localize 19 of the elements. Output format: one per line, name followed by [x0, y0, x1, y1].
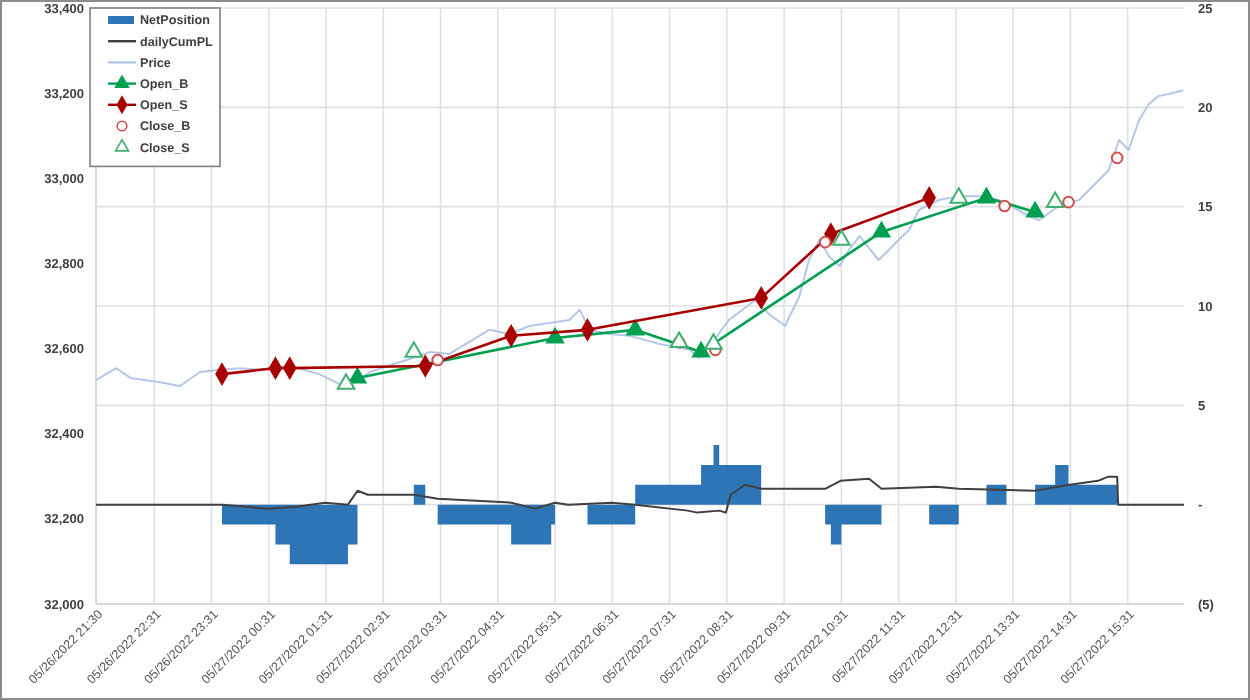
point: [832, 229, 851, 246]
point: [998, 199, 1011, 213]
point: [348, 367, 367, 384]
point: [1110, 151, 1124, 165]
point: [626, 319, 645, 336]
point: [1062, 195, 1075, 209]
point: [431, 353, 444, 367]
point: [818, 235, 832, 249]
point: [977, 187, 996, 204]
point: [1045, 191, 1065, 208]
point: [872, 221, 891, 238]
point: [1025, 201, 1045, 218]
line-series: [95, 89, 1185, 388]
point: [691, 341, 711, 358]
point: [404, 341, 424, 358]
point: [704, 333, 723, 350]
point: [949, 187, 969, 204]
line-series: [95, 475, 1185, 514]
point: [336, 373, 356, 390]
